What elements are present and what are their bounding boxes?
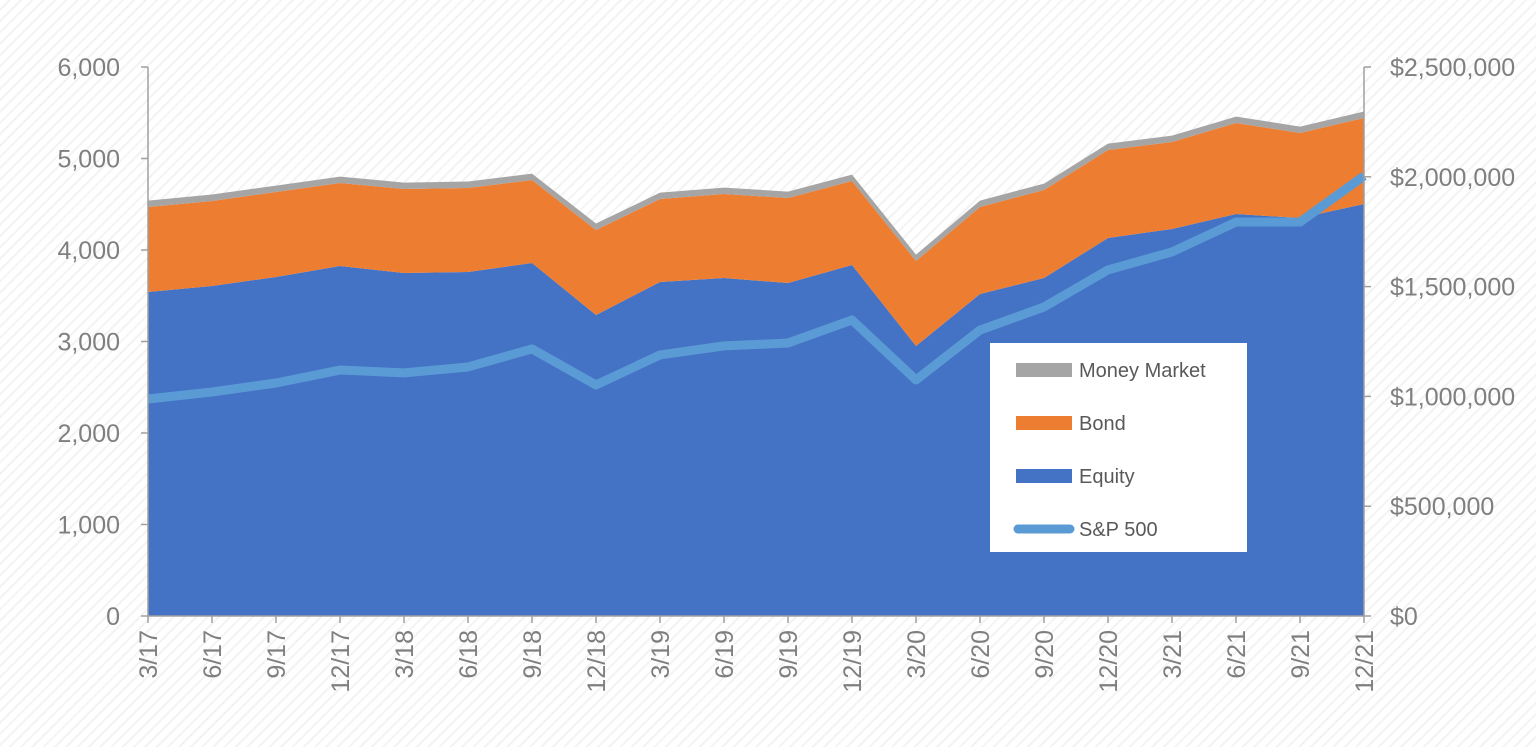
legend-label: Equity — [1079, 466, 1135, 488]
area-money-market — [148, 111, 1364, 261]
legend-swatch — [1016, 416, 1072, 430]
right-tick-label: $0 — [1390, 603, 1418, 631]
x-tick-label: 6/18 — [455, 630, 483, 679]
right-tick-label: $2,500,000 — [1390, 54, 1515, 82]
x-tick-label: 12/18 — [583, 630, 611, 693]
left-tick-label: 5,000 — [57, 146, 120, 174]
right-tick-label: $1,500,000 — [1390, 274, 1515, 302]
left-tick-label: 6,000 — [57, 54, 120, 82]
left-tick-label: 4,000 — [57, 237, 120, 265]
left-tick-label: 1,000 — [57, 512, 120, 540]
x-tick-label: 12/17 — [327, 630, 355, 693]
line-sp-500 — [147, 172, 1367, 404]
x-tick-label: 3/19 — [647, 630, 675, 679]
left-tick-label: 3,000 — [57, 329, 120, 357]
legend-label: Money Market — [1079, 360, 1206, 382]
legend — [990, 343, 1247, 552]
x-tick-label: 6/21 — [1223, 630, 1251, 679]
x-tick-label: 3/18 — [391, 630, 419, 679]
x-tick-label: 9/19 — [775, 630, 803, 679]
x-tick-label: 6/17 — [199, 630, 227, 679]
legend-label: S&P 500 — [1079, 519, 1158, 541]
x-tick-label: 9/21 — [1287, 630, 1315, 679]
x-tick-label: 9/20 — [1031, 630, 1059, 679]
x-tick-label: 6/20 — [967, 630, 995, 679]
legend-swatch — [1016, 363, 1072, 377]
x-tick-label: 12/20 — [1095, 630, 1123, 693]
left-tick-label: 0 — [106, 603, 120, 631]
x-tick-label: 3/20 — [903, 630, 931, 679]
x-tick-label: 3/17 — [135, 630, 163, 679]
area-bond — [148, 117, 1364, 346]
x-tick-label: 9/17 — [263, 630, 291, 679]
x-tick-label: 12/21 — [1351, 630, 1379, 693]
x-tick-label: 12/19 — [839, 630, 867, 693]
right-tick-label: $500,000 — [1390, 493, 1494, 521]
legend-label: Bond — [1079, 413, 1126, 435]
x-tick-label: 9/18 — [519, 630, 547, 679]
legend-swatch — [1016, 469, 1072, 483]
left-tick-label: 2,000 — [57, 420, 120, 448]
x-tick-label: 3/21 — [1159, 630, 1187, 679]
right-tick-label: $2,000,000 — [1390, 164, 1515, 192]
right-tick-label: $1,000,000 — [1390, 383, 1515, 411]
x-tick-label: 6/19 — [711, 630, 739, 679]
